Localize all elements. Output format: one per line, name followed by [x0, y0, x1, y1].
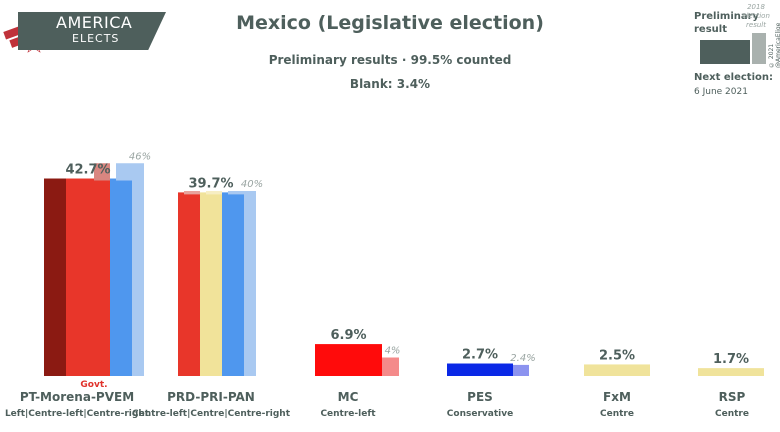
logo-band: [18, 12, 166, 50]
ideology-label: Centre-left: [320, 409, 376, 419]
bar-mc-segment-1: [315, 344, 382, 376]
prev-value-label: 40%: [241, 179, 263, 190]
prev-bar-mc: [382, 357, 399, 376]
prev-bar-prd-pri-pan-segment-1: [184, 191, 200, 195]
ideology-label: Centre: [715, 409, 749, 419]
bar-pt-morena-pvem-segment-2: [66, 178, 88, 376]
bar-prd-pri-pan-segment-1: [178, 192, 200, 376]
chart-title: Mexico (Legislative election): [236, 12, 544, 34]
govt-note: Govt.: [80, 380, 107, 390]
prev-value-label: 4%: [385, 346, 401, 357]
logo-text-elects: ELECTS: [72, 32, 120, 45]
ideology-label: Left|Centre-left|Centre-right: [5, 409, 150, 419]
value-label: 2.5%: [599, 348, 635, 363]
value-label: 6.9%: [330, 328, 366, 343]
prev-bar-pt-morena-pvem-edge: [132, 163, 144, 376]
bar-prd-pri-pan-segment-3: [222, 192, 244, 376]
party-name-label: PES: [467, 390, 493, 404]
prev-value-label: 2.4%: [510, 353, 535, 364]
party-name-label: MC: [338, 390, 359, 404]
bar-prd-pri-pan-segment-2: [200, 192, 222, 376]
america-elects-logo: AMERICA ELECTS: [0, 0, 170, 56]
prev-bar-prd-pri-pan-segment-3: [228, 191, 244, 195]
legend-current-swatch: [700, 40, 750, 64]
party-name-label: FxM: [603, 390, 631, 404]
ideology-label: Centre: [600, 409, 634, 419]
bar-pt-morena-pvem-segment-1: [44, 178, 66, 376]
prev-bar-prd-pri-pan-segment-2: [206, 191, 222, 195]
bar-pes-segment-1: [447, 363, 513, 376]
value-label: 42.7%: [65, 163, 110, 178]
ideology-label: Conservative: [447, 409, 513, 419]
prev-value-label: 46%: [129, 151, 151, 162]
prev-bar-pes: [513, 364, 529, 376]
ideology-label: Centre-left|Centre|Centre-right: [132, 409, 291, 419]
chart-subtitle: Preliminary results · 99.5% counted: [268, 53, 512, 67]
prev-bar-pt-morena-pvem-segment-1: [94, 163, 110, 181]
bar-pt-morena-pvem-segment-3: [88, 178, 110, 376]
value-label: 39.7%: [188, 176, 233, 191]
bar-fxm-segment-1: [584, 364, 650, 376]
value-label: 1.7%: [713, 352, 749, 367]
logo-text-america: AMERICA: [56, 13, 133, 32]
party-name-label: RSP: [719, 390, 746, 404]
party-name-label: PRD-PRI-PAN: [167, 390, 255, 404]
party-name-label: PT-Morena-PVEM: [20, 390, 134, 404]
value-label: 2.7%: [462, 348, 498, 363]
legend-current-label: Preliminary result: [694, 11, 760, 35]
blank-votes-note: Blank: 3.4%: [349, 77, 431, 91]
bar-rsp-segment-1: [698, 368, 764, 376]
bar-pt-morena-pvem-segment-4: [110, 178, 132, 376]
legend-previous-label: 2018 election result: [742, 3, 770, 29]
next-election-date: 6 June 2021: [694, 87, 748, 97]
legend-previous-swatch: [752, 33, 766, 64]
prev-bar-pt-morena-pvem-segment-2: [116, 163, 132, 181]
prev-bar-prd-pri-pan-edge: [244, 191, 256, 376]
next-election-label: Next election:: [694, 72, 773, 83]
